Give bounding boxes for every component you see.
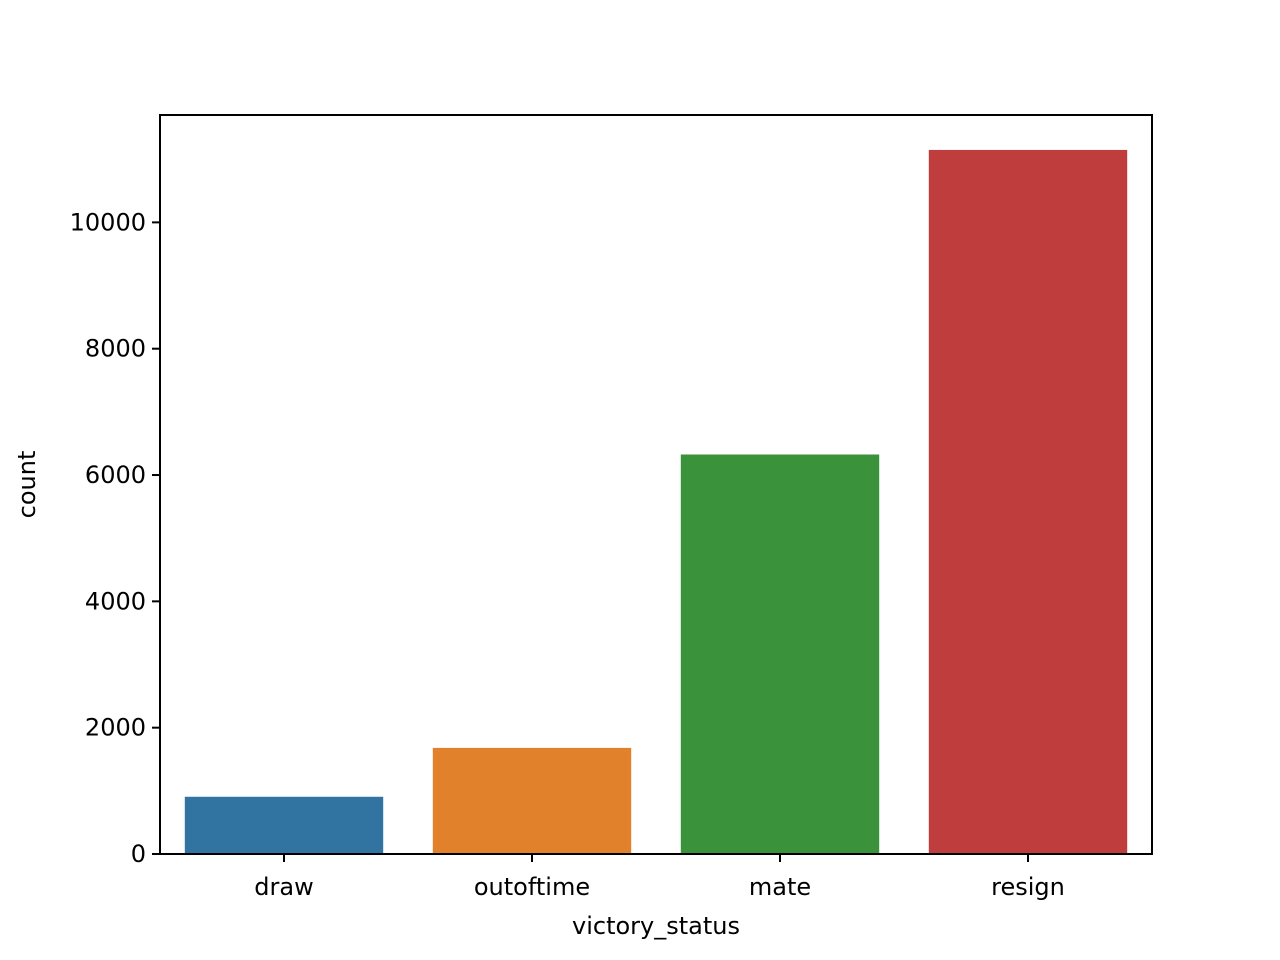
x-axis-ticks: draw outoftime mate resign xyxy=(254,854,1065,901)
y-tick-label-0: 0 xyxy=(131,840,146,868)
x-tick-label-outoftime: outoftime xyxy=(474,873,590,901)
x-axis-label: victory_status xyxy=(572,912,740,940)
y-tick-label-4000: 4000 xyxy=(85,587,146,615)
y-tick-label-8000: 8000 xyxy=(85,335,146,363)
x-tick-label-draw: draw xyxy=(254,873,313,901)
y-axis-label: count xyxy=(13,451,41,519)
bar-mate xyxy=(680,454,880,854)
x-tick-label-resign: resign xyxy=(991,873,1065,901)
bars-layer xyxy=(184,149,1128,854)
bar-resign xyxy=(928,149,1128,854)
y-tick-label-10000: 10000 xyxy=(70,208,146,236)
plot-frame xyxy=(159,114,1153,855)
y-axis-ticks: 0 2000 4000 6000 8000 10000 xyxy=(70,208,160,868)
x-tick-label-mate: mate xyxy=(749,873,811,901)
bar-draw xyxy=(184,796,384,854)
y-tick-label-6000: 6000 xyxy=(85,461,146,489)
y-tick-label-2000: 2000 xyxy=(85,714,146,742)
bar-outoftime xyxy=(432,747,632,854)
